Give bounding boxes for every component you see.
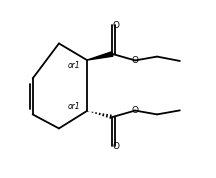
Text: O: O: [113, 20, 120, 30]
Polygon shape: [87, 52, 113, 60]
Text: or1: or1: [68, 61, 80, 70]
Text: O: O: [132, 106, 139, 115]
Text: O: O: [113, 142, 120, 151]
Text: O: O: [132, 56, 139, 66]
Text: or1: or1: [68, 102, 80, 111]
